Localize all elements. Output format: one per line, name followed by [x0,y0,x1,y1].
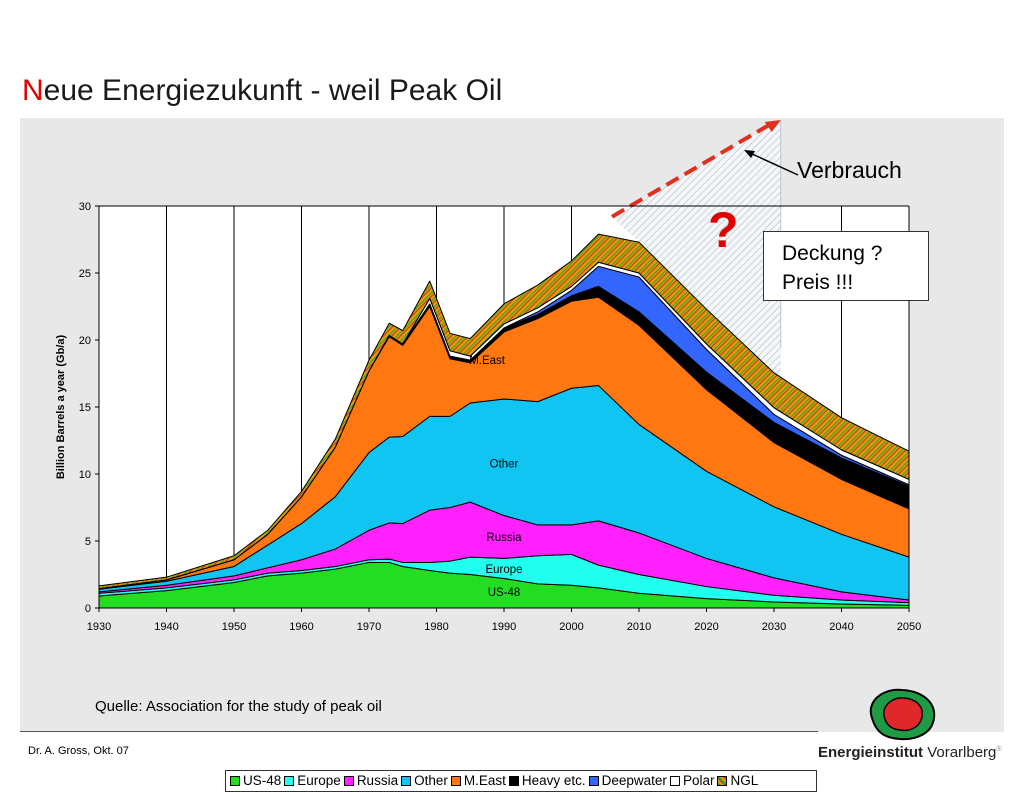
x-tick-label-1950: 1950 [222,621,246,633]
x-tick-label-2040: 2040 [829,621,853,633]
y-axis-label: Billion Barrels a year (Gb/a) [55,335,67,480]
source-note: Quelle: Association for the study of pea… [95,698,382,715]
callout-line-1: Deckung ? [782,242,883,265]
legend-swatch [588,776,599,786]
legend-swatch [284,776,295,786]
area-label-other: Other [490,458,519,470]
y-tick-label-10: 10 [79,469,91,481]
x-tick-label-2000: 2000 [559,621,583,633]
legend-label: Europe [297,773,341,788]
x-tick-label-1990: 1990 [492,621,516,633]
slide-title: Neue Energiezukunft - weil Peak Oil [22,74,502,108]
brand-name: Energieinstitut Vorarlberg® [818,744,1002,761]
callout-line-2: Preis !!! [782,271,854,294]
brand-regular: Vorarlberg [927,744,997,761]
x-tick-label-2030: 2030 [762,621,786,633]
brand-mark: ® [996,746,1002,753]
legend-item-us-48: US-48 [230,771,281,791]
area-label-russia: Russia [486,532,522,544]
title-rest: eue Energiezukunft - weil Peak Oil [43,74,503,107]
x-tick-label-1940: 1940 [154,621,178,633]
x-tick-label-1980: 1980 [424,621,448,633]
legend-label: M.East [463,773,506,788]
legend-item-ngl: NGL [717,771,758,791]
institute-logo-icon [869,688,936,741]
x-tick-label-2010: 2010 [627,621,651,633]
peak-oil-chart: 0 5 10 15 20 25 30 1930 1940 1950 1960 1970 1980 1990… [55,120,921,633]
legend-item-europe: Europe [284,771,341,791]
legend-swatch [401,776,412,786]
x-tick-label-2020: 2020 [694,621,718,633]
x-tick-label-1970: 1970 [357,621,381,633]
verbrauch-pointer [749,152,799,176]
chart-legend: US-48 Europe Russia Other M.East Heavy etc. De… [225,770,817,792]
area-label-us-48: US-48 [488,587,521,599]
legend-item-deepwater: Deepwater [588,771,667,791]
legend-swatch [669,776,680,786]
area-label-europe: Europe [485,564,522,576]
area-label-m-east: M.East [469,355,506,367]
y-tick-label-5: 5 [85,536,91,548]
x-tick-label-1930: 1930 [87,621,111,633]
legend-label: Heavy etc. [521,773,586,788]
legend-label: Russia [356,773,399,788]
verbrauch-label: Verbrauch [797,157,902,183]
brand-bold: Energieinstitut [818,744,924,761]
legend-item-polar: Polar [669,771,715,791]
arrowhead-icon [764,120,781,132]
y-tick-label-0: 0 [85,603,91,615]
x-tick-label-1960: 1960 [289,621,313,633]
y-tick-label-15: 15 [79,402,91,414]
footer-divider [20,731,818,732]
legend-item-heavy-etc: Heavy etc. [508,771,586,791]
legend-swatch [230,776,240,786]
legend-swatch [717,776,728,786]
legend-item-other: Other [401,771,448,791]
pointer-head-icon [744,150,755,158]
consumption-gap-area [612,120,781,378]
legend-item-russia: Russia [343,771,399,791]
legend-label: Polar [682,773,715,788]
y-tick-label-30: 30 [79,201,91,213]
legend-swatch [343,776,354,786]
y-tick-label-20: 20 [79,335,91,347]
question-mark: ? [708,202,739,258]
author-date: Dr. A. Gross, Okt. 07 [28,745,129,757]
coverage-callout: Deckung ? Preis !!! [763,231,929,301]
legend-swatch [508,776,519,786]
title-first-letter: N [22,74,44,107]
legend-label: NGL [730,773,759,788]
legend-label: Other [414,773,448,788]
x-tick-label-2050: 2050 [897,621,921,633]
legend-label: Deepwater [601,773,667,788]
consumption-trend-arrow [610,122,772,219]
legend-label: US-48 [243,773,282,788]
chart-panel: 0 5 10 15 20 25 30 1930 1940 1950 1960 1970 1980 1990… [20,118,1004,792]
legend-swatch [450,776,461,786]
legend-item-m-east: M.East [450,771,506,791]
y-tick-label-25: 25 [79,268,91,280]
